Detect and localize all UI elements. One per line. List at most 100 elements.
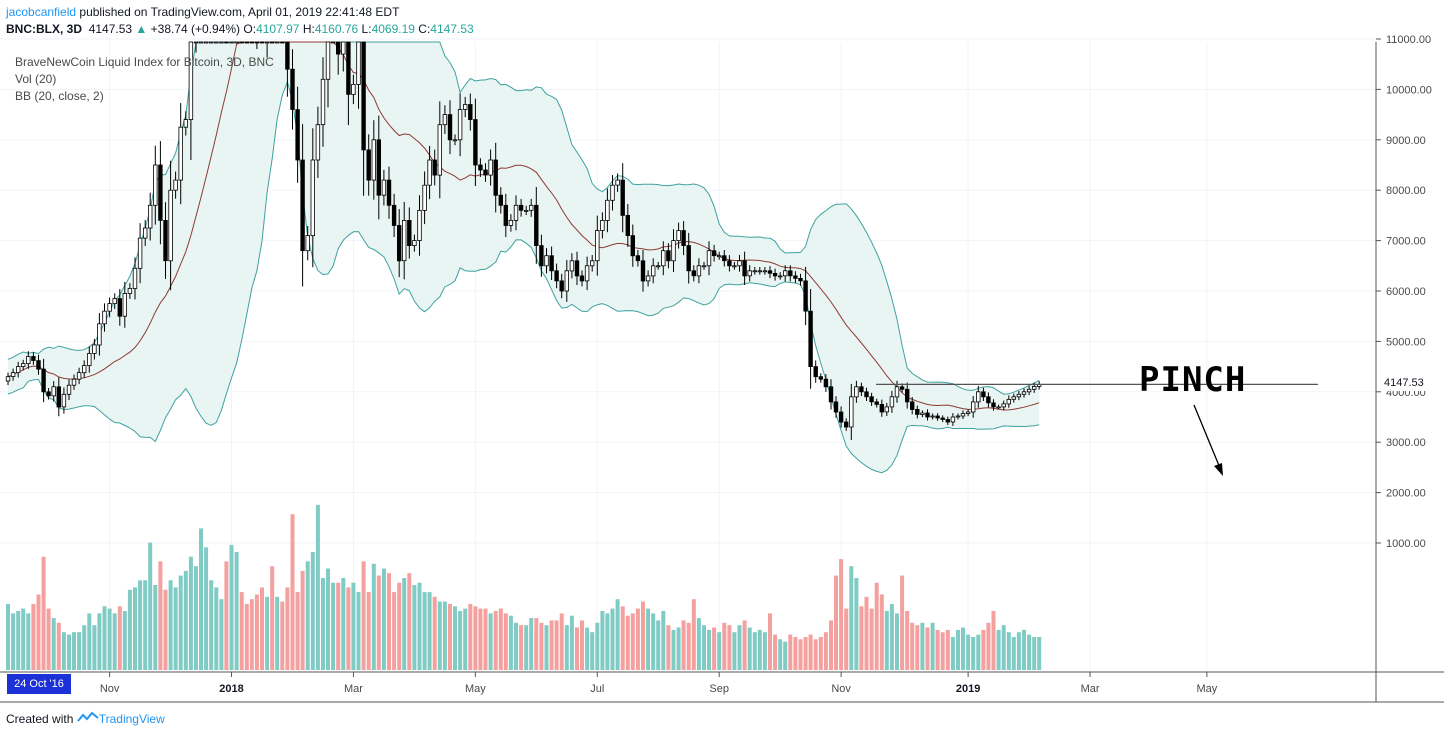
volume-bar xyxy=(122,611,127,670)
start-date-badge: 24 Oct '16 xyxy=(7,674,71,694)
volume-bar xyxy=(514,622,518,670)
volume-bar xyxy=(930,622,935,670)
volume-bar xyxy=(199,528,203,670)
close-label: C: xyxy=(418,22,431,36)
high-label: H: xyxy=(302,22,315,36)
candle-body xyxy=(772,272,778,277)
volume-bar xyxy=(778,639,783,670)
volume-bar xyxy=(453,606,457,670)
volume-bars xyxy=(6,504,1042,670)
volume-bar xyxy=(559,613,564,670)
candle-body xyxy=(203,41,209,44)
volume-bar xyxy=(194,566,198,670)
volume-bar xyxy=(895,613,899,670)
volume-bar xyxy=(549,620,554,670)
candle-body xyxy=(264,41,270,44)
price-axis[interactable]: 12000.0011000.0010000.009000.008000.0070… xyxy=(1376,0,1432,550)
candle-body xyxy=(488,159,493,176)
candle-body xyxy=(178,126,183,181)
volume-bar xyxy=(346,587,351,670)
volume-bar xyxy=(407,573,412,670)
candle-body xyxy=(615,179,620,186)
candle-body xyxy=(971,401,976,413)
candle-body xyxy=(432,159,437,176)
candle-body xyxy=(87,353,92,367)
low-value: 4069.19 xyxy=(371,22,415,36)
volume-bar xyxy=(376,575,381,670)
volume-bar xyxy=(143,580,148,670)
volume-bar xyxy=(727,625,732,670)
candle-body xyxy=(41,368,46,393)
candle-body xyxy=(737,260,742,267)
candle-body xyxy=(544,255,549,267)
time-tick-label: Mar xyxy=(344,683,363,695)
price-tick-label: 3000.00 xyxy=(1386,437,1426,449)
candle-body xyxy=(285,41,290,70)
volume-bar xyxy=(366,592,371,670)
volume-bar xyxy=(971,637,976,670)
candle-body xyxy=(219,41,224,44)
candle-body xyxy=(905,388,910,403)
candle-body xyxy=(244,41,249,44)
volume-bar xyxy=(112,613,117,670)
bb-lower-line xyxy=(7,80,1040,474)
candle-body xyxy=(808,310,813,368)
candle-body xyxy=(935,415,940,419)
price-tick-label: 1000.00 xyxy=(1386,538,1426,550)
candle-body xyxy=(61,393,67,408)
volume-bar xyxy=(834,575,838,670)
author-link[interactable]: jacobcanfield xyxy=(6,5,77,19)
candle-body xyxy=(899,386,905,390)
volume-bar xyxy=(1011,637,1016,670)
candle-body xyxy=(564,270,569,292)
candle-body xyxy=(442,114,448,126)
volume-bar xyxy=(966,634,971,670)
candle-body xyxy=(97,323,102,346)
candle-body xyxy=(920,412,925,415)
volume-bar xyxy=(646,608,651,670)
volume-bar xyxy=(448,603,452,670)
published-text: published on TradingView.com, April 01, … xyxy=(79,5,400,19)
volume-bar xyxy=(503,613,508,670)
volume-bar xyxy=(341,578,346,670)
volume-bar xyxy=(956,629,960,670)
time-axis[interactable]: Nov 2018 Mar May Jul Sep Nov 2019 Mar May xyxy=(100,672,1218,695)
volume-bar xyxy=(620,606,625,670)
candle-body xyxy=(874,401,879,405)
candle-body xyxy=(894,386,900,398)
candle-body xyxy=(376,139,381,196)
tradingview-brand[interactable]: TradingView xyxy=(98,712,165,726)
volume-bar xyxy=(808,634,813,670)
candle-body xyxy=(437,124,442,176)
volume-bar xyxy=(798,639,803,670)
price-tick-label: 2000.00 xyxy=(1386,488,1426,500)
candle-body xyxy=(757,270,762,273)
volume-bar xyxy=(773,634,778,670)
candle-body xyxy=(82,365,87,374)
volume-bar xyxy=(498,608,503,670)
candle-body xyxy=(214,41,219,44)
volume-bar xyxy=(422,592,427,670)
candle-body xyxy=(960,413,966,417)
volume-bar xyxy=(260,587,264,670)
candle-body xyxy=(153,164,158,206)
volume-bar xyxy=(463,608,468,670)
volume-bar xyxy=(249,599,254,670)
candle-body xyxy=(879,403,884,413)
candle-body xyxy=(10,372,16,378)
volume-bar xyxy=(36,594,41,670)
volume-bar xyxy=(290,514,295,670)
candle-body xyxy=(854,386,859,398)
candle-body xyxy=(752,270,757,273)
volume-bar xyxy=(478,608,483,670)
volume-bar xyxy=(859,606,864,670)
volume-bar xyxy=(77,632,82,670)
candle-body xyxy=(696,265,702,277)
time-tick-label: Nov xyxy=(100,683,120,695)
volume-bar xyxy=(666,625,671,670)
volume-bar xyxy=(524,625,529,670)
tradingview-logo-icon xyxy=(76,711,99,726)
volume-bar xyxy=(209,580,214,670)
volume-bar xyxy=(519,625,524,670)
